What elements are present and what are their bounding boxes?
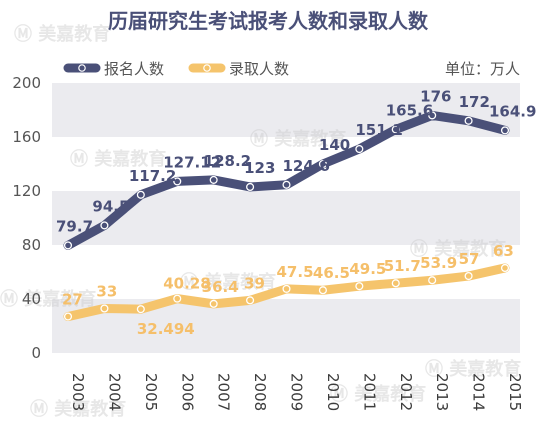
data-label: 164.9 bbox=[489, 102, 536, 120]
data-label: 128.2 bbox=[204, 152, 251, 170]
x-axis: 2003 2004 2005 2006 2007 2008 2009 2010 2011 2012… bbox=[69, 373, 524, 411]
x-tick-label: 2005 bbox=[142, 373, 160, 411]
x-tick-label: 2008 bbox=[251, 373, 269, 411]
data-label: 32.494 bbox=[137, 320, 195, 338]
data-point bbox=[209, 175, 218, 184]
data-point bbox=[63, 241, 73, 250]
data-point bbox=[500, 126, 510, 135]
data-label: 51.7 bbox=[384, 257, 421, 275]
y-axis: 0 40 80 120 160 200 bbox=[12, 74, 41, 362]
y-tick-label: 40 bbox=[22, 290, 41, 308]
watermark-text: Ⓜ 美嘉教育 bbox=[410, 238, 506, 260]
y-tick-label: 0 bbox=[31, 344, 41, 362]
x-tick-label: 2010 bbox=[324, 373, 342, 411]
data-label: 165.6 bbox=[386, 101, 433, 119]
legend-marker-registrants bbox=[78, 64, 86, 72]
legend-label-registrants: 报名人数 bbox=[104, 60, 164, 78]
y-tick-label: 80 bbox=[22, 236, 41, 254]
data-label: 33 bbox=[96, 282, 117, 300]
data-point bbox=[246, 296, 255, 305]
data-point bbox=[500, 263, 510, 273]
data-point bbox=[282, 284, 291, 293]
watermark-layer: Ⓜ 美嘉教育 Ⓜ 美嘉教育 Ⓜ 美嘉教育 Ⓜ 美嘉教育 Ⓜ 美嘉教育 Ⓜ 美嘉教育 Ⓜ 美嘉… bbox=[0, 23, 521, 420]
data-label: 49.5 bbox=[349, 260, 386, 278]
data-point bbox=[464, 116, 473, 125]
x-tick-label: 2003 bbox=[69, 373, 87, 411]
x-tick-label: 2012 bbox=[397, 373, 415, 411]
legend: 报名人数 录取人数 bbox=[63, 60, 289, 78]
data-label: 123 bbox=[244, 159, 275, 177]
x-tick-label: 2007 bbox=[215, 373, 233, 411]
data-point bbox=[355, 282, 364, 291]
data-point bbox=[391, 279, 400, 288]
data-point bbox=[173, 177, 182, 186]
data-label: 176 bbox=[420, 87, 451, 105]
series-points bbox=[63, 111, 510, 321]
data-point bbox=[391, 125, 400, 134]
data-point bbox=[173, 294, 182, 303]
data-point bbox=[464, 271, 473, 281]
watermark-text: Ⓜ 美嘉教育 bbox=[30, 398, 126, 420]
data-label: 57 bbox=[459, 250, 480, 268]
legend-label-admitted: 录取人数 bbox=[229, 60, 289, 78]
data-label: 27 bbox=[62, 291, 83, 309]
data-point bbox=[355, 144, 364, 154]
data-point bbox=[246, 182, 255, 192]
data-label: 39 bbox=[244, 274, 265, 292]
watermark-text: Ⓜ 美嘉教育 bbox=[425, 358, 521, 380]
y-tick-label: 160 bbox=[12, 128, 41, 146]
data-label: 172 bbox=[459, 93, 490, 111]
data-point bbox=[100, 304, 109, 313]
y-tick-label: 120 bbox=[12, 182, 41, 200]
watermark-text: Ⓜ 美嘉教育 bbox=[0, 288, 96, 310]
data-label: 140 bbox=[319, 136, 350, 154]
data-label: 124.6 bbox=[283, 157, 330, 175]
legend-marker-admitted bbox=[203, 64, 211, 72]
data-label: 36.4 bbox=[202, 278, 239, 296]
data-label: 63 bbox=[493, 242, 514, 260]
data-label: 47.5 bbox=[277, 263, 314, 281]
data-point bbox=[209, 299, 218, 308]
data-point bbox=[63, 312, 73, 321]
y-tick-label: 200 bbox=[12, 74, 41, 92]
data-label: 46.5 bbox=[313, 264, 350, 282]
chart-title: 历届研究生考试报考人数和录取人数 bbox=[108, 9, 428, 33]
x-tick-label: 2004 bbox=[105, 373, 123, 411]
data-point bbox=[136, 305, 145, 314]
data-label: 79.7 bbox=[56, 217, 93, 235]
watermark-text: Ⓜ 美嘉教育 bbox=[14, 23, 110, 45]
unit-label: 单位：万人 bbox=[445, 60, 520, 78]
x-tick-label: 2011 bbox=[360, 373, 378, 411]
x-tick-label: 2009 bbox=[288, 373, 306, 411]
x-tick-label: 2013 bbox=[433, 373, 451, 411]
x-tick-label: 2014 bbox=[470, 373, 488, 411]
watermark-text: Ⓜ 美嘉教育 bbox=[250, 128, 346, 150]
data-label: 151.1 bbox=[355, 121, 402, 139]
data-point bbox=[136, 190, 145, 199]
data-point bbox=[282, 180, 291, 189]
watermark-text: Ⓜ 美嘉教育 bbox=[330, 383, 426, 405]
x-tick-label: 2015 bbox=[506, 373, 524, 411]
x-tick-label: 2006 bbox=[178, 373, 196, 411]
data-point bbox=[318, 286, 327, 295]
data-label: 127.12 bbox=[163, 153, 221, 171]
watermark-text: Ⓜ 美嘉教育 bbox=[70, 148, 166, 170]
data-label: 94.5 bbox=[92, 197, 129, 215]
grid-band bbox=[52, 83, 520, 137]
data-label: 117.2 bbox=[129, 167, 176, 185]
data-point bbox=[428, 276, 437, 285]
data-point bbox=[428, 111, 437, 120]
data-point bbox=[100, 221, 109, 230]
data-label: 53.9 bbox=[420, 254, 457, 272]
data-point bbox=[318, 159, 327, 169]
data-label: 40.28 bbox=[163, 275, 210, 293]
watermark-text: Ⓜ 美嘉教育 bbox=[180, 271, 276, 293]
